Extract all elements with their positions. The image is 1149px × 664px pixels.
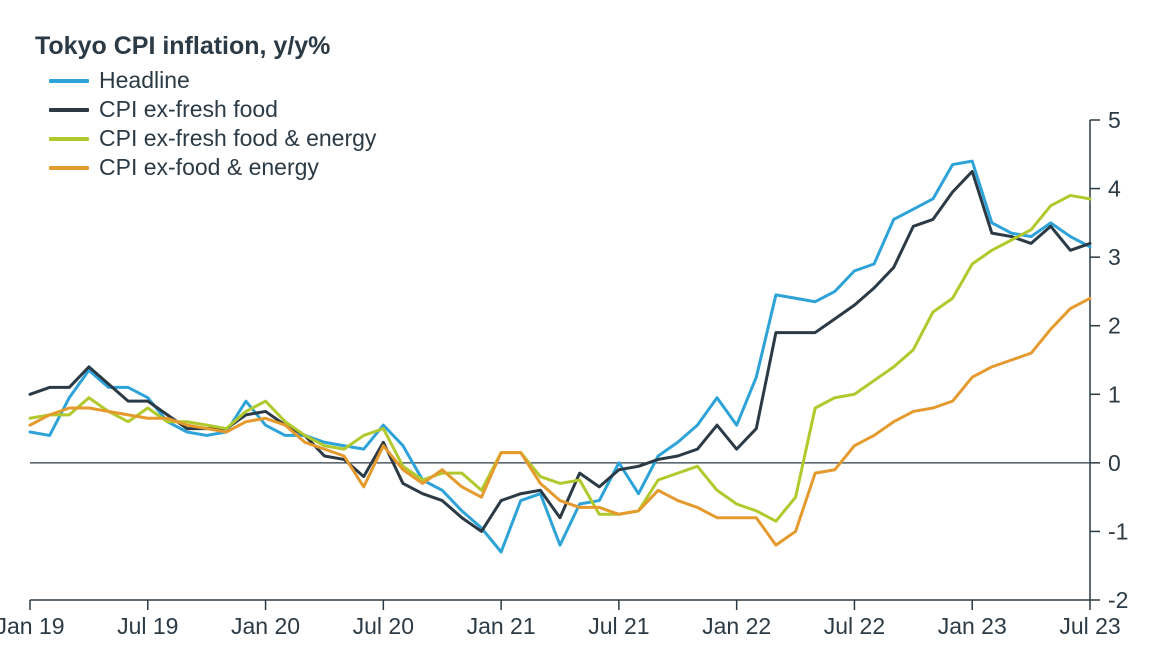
y-tick-label: 5 bbox=[1108, 107, 1121, 133]
legend-label: CPI ex-food & energy bbox=[99, 154, 319, 181]
y-tick-label: 0 bbox=[1108, 450, 1121, 476]
y-tick-label: 2 bbox=[1108, 313, 1121, 339]
legend-item: CPI ex-fresh food & energy bbox=[35, 125, 376, 152]
x-tick-label: Jul 23 bbox=[1059, 613, 1120, 639]
x-tick-label: Jul 22 bbox=[824, 613, 885, 639]
legend-item: CPI ex-food & energy bbox=[35, 154, 376, 181]
x-tick-label: Jan 19 bbox=[0, 613, 65, 639]
x-tick-label: Jan 23 bbox=[938, 613, 1007, 639]
legend-swatch bbox=[49, 166, 89, 170]
x-tick-label: Jul 20 bbox=[353, 613, 414, 639]
legend-label: CPI ex-fresh food bbox=[99, 96, 278, 123]
x-tick-label: Jan 21 bbox=[467, 613, 536, 639]
chart-title: Tokyo CPI inflation, y/y% bbox=[35, 32, 376, 61]
x-tick-label: Jan 20 bbox=[231, 613, 300, 639]
x-tick-label: Jul 21 bbox=[588, 613, 649, 639]
legend-item: Headline bbox=[35, 67, 376, 94]
legend-item: CPI ex-fresh food bbox=[35, 96, 376, 123]
y-tick-label: -1 bbox=[1108, 518, 1128, 544]
y-tick-label: -2 bbox=[1108, 587, 1128, 613]
y-tick-label: 4 bbox=[1108, 176, 1121, 202]
legend-label: CPI ex-fresh food & energy bbox=[99, 125, 376, 152]
y-tick-label: 1 bbox=[1108, 381, 1121, 407]
legend-swatch bbox=[49, 79, 89, 83]
y-tick-label: 3 bbox=[1108, 244, 1121, 270]
series-line bbox=[30, 171, 1090, 531]
legend-label: Headline bbox=[99, 67, 190, 94]
chart-legend: Tokyo CPI inflation, y/y% Headline CPI e… bbox=[35, 32, 376, 183]
legend-swatch bbox=[49, 137, 89, 141]
series-line bbox=[30, 195, 1090, 521]
x-tick-label: Jul 19 bbox=[117, 613, 178, 639]
legend-swatch bbox=[49, 108, 89, 112]
x-tick-label: Jan 22 bbox=[702, 613, 771, 639]
cpi-chart: Tokyo CPI inflation, y/y% Headline CPI e… bbox=[0, 0, 1149, 664]
